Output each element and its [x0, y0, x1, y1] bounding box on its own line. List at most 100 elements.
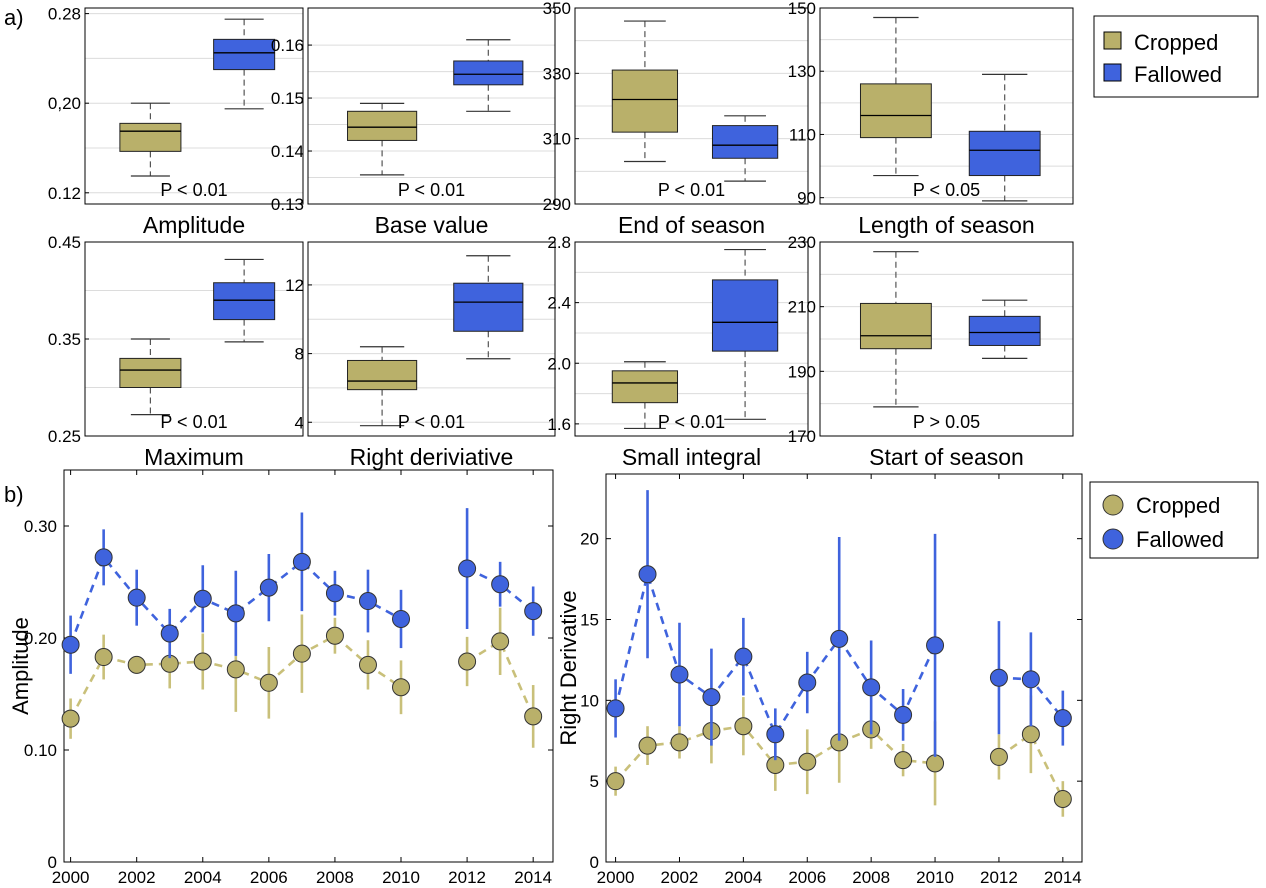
data-point: [1053, 789, 1072, 808]
panel-label-a: a): [4, 5, 24, 30]
box-iqr: [859, 302, 932, 350]
y-tick-label: 2.0: [547, 354, 571, 373]
y-tick-label: 0.28: [48, 5, 81, 24]
data-point: [160, 624, 179, 643]
data-point: [226, 604, 245, 623]
y-tick-label: 20: [580, 530, 599, 549]
data-point: [894, 705, 913, 724]
data-point: [926, 754, 945, 773]
data-point: [734, 717, 753, 736]
x-tick-label: 2000: [52, 868, 90, 887]
box-cropped: [347, 346, 418, 427]
box-iqr: [968, 315, 1041, 346]
box-panel-1: 0.13 0.14 0.15 0.16 P < 0.01 Base value: [271, 7, 556, 238]
p-value-label: P < 0.01: [658, 180, 725, 200]
y-tick-label: 1.6: [547, 415, 571, 434]
data-point: [358, 592, 377, 611]
data-point: [61, 709, 80, 728]
x-tick-label: 2010: [916, 868, 954, 887]
data-point: [670, 733, 689, 752]
y-axis-label: Right Derivative: [556, 590, 581, 745]
data-point: [458, 652, 477, 671]
x-tick-label: 2004: [184, 868, 222, 887]
series-line: [614, 569, 937, 738]
data-point: [292, 644, 311, 663]
data-point: [862, 678, 881, 697]
box-iqr: [213, 38, 276, 71]
plot-area: [308, 8, 555, 204]
legend-top-frame: [1093, 15, 1259, 98]
box-iqr: [453, 282, 524, 332]
data-point: [292, 552, 311, 571]
y-tick-label: 0.30: [24, 517, 57, 536]
box-fallowed: [453, 255, 524, 360]
y-tick-label: 0,20: [48, 94, 81, 113]
data-point: [989, 747, 1008, 766]
plot-frame: [819, 241, 1074, 437]
data-point: [94, 548, 113, 567]
y-tick-label: 0.12: [48, 184, 81, 203]
legend-bottom-cropped-label: Cropped: [1136, 493, 1220, 518]
plot-frame: [307, 7, 556, 205]
y-tick-label: 110: [789, 125, 816, 144]
box-cropped: [611, 20, 679, 163]
y-tick-label: 150: [788, 0, 816, 18]
box-fallowed: [453, 39, 524, 112]
data-point: [325, 626, 344, 645]
x-axis-label: Right deriviative: [350, 444, 514, 470]
y-tick-label: 2.8: [547, 233, 571, 252]
data-point: [524, 707, 543, 726]
plot-frame: [574, 241, 809, 437]
x-tick-label: 2014: [1044, 868, 1082, 887]
series-line: [998, 732, 1064, 800]
y-tick-label: 230: [788, 233, 816, 252]
x-tick-label: 2010: [382, 868, 420, 887]
data-point: [638, 736, 657, 755]
legend-bottom-fallowed-marker: [1102, 528, 1124, 550]
data-point: [94, 648, 113, 667]
x-tick-label: 2008: [852, 868, 890, 887]
y-tick-label: 10: [580, 691, 599, 710]
data-point: [1053, 709, 1072, 728]
box-cropped: [119, 102, 182, 177]
data-point: [830, 629, 849, 648]
data-point: [392, 609, 411, 628]
plot-frame: [84, 7, 304, 205]
box-iqr: [453, 60, 524, 86]
data-point: [1021, 670, 1040, 689]
data-point: [358, 655, 377, 674]
box-iqr: [859, 83, 932, 139]
x-axis-label: End of season: [618, 212, 765, 238]
panel-label-b: b): [4, 482, 24, 507]
x-tick-label: 2002: [661, 868, 699, 887]
data-point: [606, 772, 625, 791]
y-tick-label: 350: [543, 0, 571, 18]
p-value-label: P > 0.05: [913, 412, 980, 432]
y-tick-label: 170: [788, 427, 816, 446]
box-panel-5: 4 8 12 P < 0.01 Right deriviative: [285, 241, 556, 470]
x-tick-label: 2006: [250, 868, 288, 887]
series-fallowed: [61, 508, 543, 674]
data-point: [766, 725, 785, 744]
box-panel-6: 1.6 2.0 2.4 2.8 P < 0.01 Small integral: [547, 233, 809, 470]
y-tick-label: 0.15: [271, 89, 304, 108]
legend-top-cropped-label: Cropped: [1134, 30, 1218, 55]
box-fallowed: [968, 299, 1041, 359]
legend-bottom: Cropped Fallowed: [1089, 481, 1259, 559]
data-point: [989, 668, 1008, 687]
x-tick-label: 2012: [448, 868, 486, 887]
box-iqr: [119, 122, 182, 152]
y-tick-label: 90: [797, 189, 816, 208]
p-value-label: P < 0.01: [160, 412, 227, 432]
x-axis-label: Length of season: [858, 212, 1034, 238]
plot-frame: [307, 241, 556, 437]
x-tick-label: 2004: [724, 868, 762, 887]
data-point: [127, 655, 146, 674]
data-point: [193, 652, 212, 671]
x-axis-label: Start of season: [869, 444, 1024, 470]
box-panel-2: 290 310 330 350 P < 0.01 End of season: [543, 0, 809, 238]
line-panel-1: 0 5 10 15 20 2000 2002 2004 2006 2008 2010 2012 2014…: [556, 473, 1083, 887]
box-iqr: [213, 282, 276, 321]
data-point: [894, 751, 913, 770]
